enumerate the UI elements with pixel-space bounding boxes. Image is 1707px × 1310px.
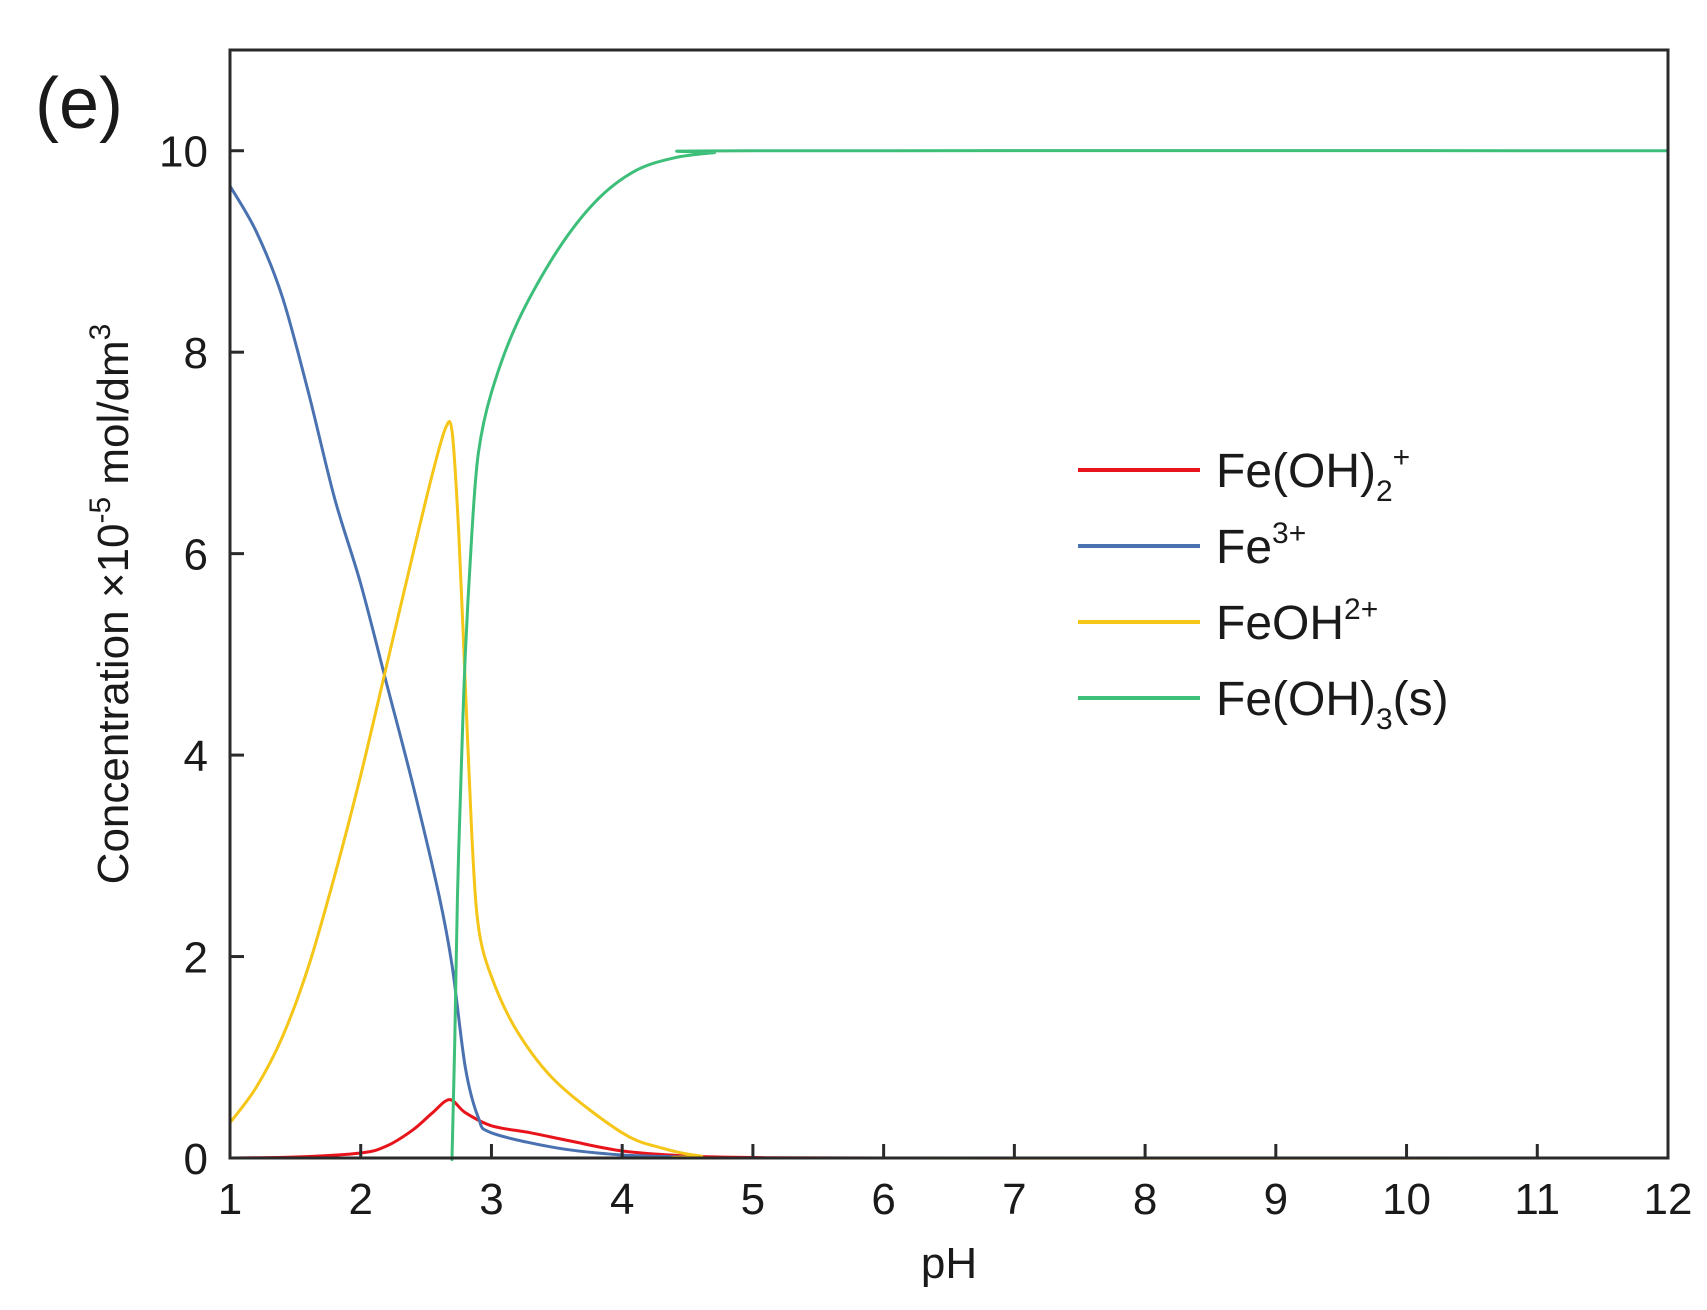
- series-layer: [228, 149, 1669, 1162]
- legend-label-3: Fe(OH)3(s): [1216, 673, 1449, 736]
- y-axis-label: Concentration ×10-5 mol/dm3: [84, 324, 138, 885]
- legend-label-0: Fe(OH)2+: [1216, 441, 1410, 508]
- x-tick-label-4: 4: [610, 1175, 634, 1224]
- y-tick-label-10: 10: [159, 128, 208, 177]
- panel-label: (e): [35, 64, 123, 144]
- y-tick-label-6: 6: [184, 531, 208, 580]
- x-tick-label-10: 10: [1382, 1175, 1431, 1224]
- x-tick-label-12: 12: [1644, 1175, 1693, 1224]
- x-tick-label-8: 8: [1133, 1175, 1157, 1224]
- y-axis-label-unit-exponent: 3: [84, 324, 117, 341]
- x-tick-label-3: 3: [479, 1175, 503, 1224]
- x-tick-label-6: 6: [871, 1175, 895, 1224]
- x-tick-label-9: 9: [1264, 1175, 1288, 1224]
- legend: Fe(OH)2+ Fe3+ FeOH2+ Fe(OH)3(s): [1078, 441, 1449, 736]
- y-tick-label-4: 4: [184, 732, 208, 781]
- plot-frame: [228, 48, 1670, 1160]
- legend-label-1: Fe3+: [1216, 517, 1306, 574]
- y-axis-ticks: 0 2 4 6 8 10: [159, 128, 244, 1184]
- y-tick-label-0: 0: [184, 1135, 208, 1184]
- x-tick-label-11: 11: [1514, 1175, 1560, 1224]
- series-line-0: [229, 1098, 1669, 1160]
- series-line-1: [228, 185, 1669, 1160]
- y-tick-label-8: 8: [184, 329, 208, 378]
- y-axis-label-unit: mol/dm: [89, 340, 138, 496]
- series-line-2: [228, 419, 1669, 1160]
- y-axis-label-main: Concentration ×10: [89, 524, 138, 885]
- x-axis-ticks: 1 2 3 4 5 6 7 8 9 10 11 12: [218, 1144, 1693, 1224]
- y-axis-label-exponent: -5: [84, 497, 117, 524]
- x-tick-label-1: 1: [218, 1175, 242, 1224]
- series-line-3: [450, 149, 1669, 1162]
- legend-label-2: FeOH2+: [1216, 593, 1378, 650]
- x-axis-label: pH: [921, 1239, 977, 1288]
- x-tick-label-5: 5: [741, 1175, 765, 1224]
- x-tick-label-2: 2: [348, 1175, 372, 1224]
- y-tick-label-2: 2: [184, 934, 208, 983]
- x-tick-label-7: 7: [1002, 1175, 1026, 1224]
